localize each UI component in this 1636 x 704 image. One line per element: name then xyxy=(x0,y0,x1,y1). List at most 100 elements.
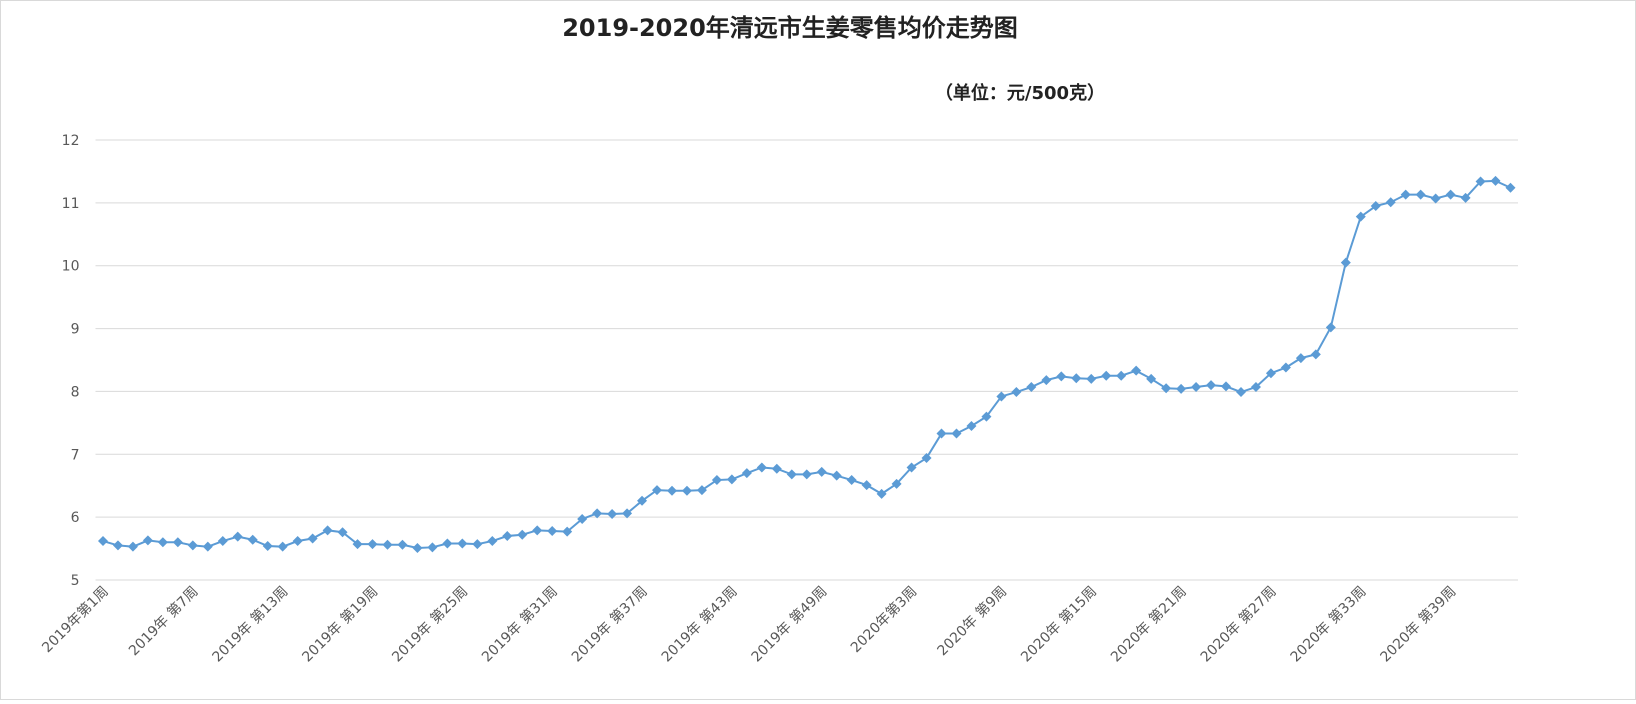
point-marker xyxy=(1041,375,1052,386)
point-marker xyxy=(711,475,722,486)
point-marker xyxy=(1370,201,1381,211)
point-marker xyxy=(292,536,303,547)
point-marker xyxy=(1445,189,1456,200)
point-marker xyxy=(1221,381,1232,392)
point-marker xyxy=(681,485,692,496)
point-marker xyxy=(607,509,618,519)
point-marker xyxy=(412,542,423,553)
point-marker xyxy=(1206,380,1217,391)
y-tick-label: 5 xyxy=(71,573,80,589)
chart-title: 2019-2020年清远市生姜零售均价走势图 xyxy=(562,14,1018,42)
point-marker xyxy=(562,526,573,537)
point-marker xyxy=(442,538,453,549)
point-marker xyxy=(202,541,213,552)
point-marker xyxy=(1505,182,1516,193)
point-marker xyxy=(816,466,827,477)
point-marker xyxy=(622,508,633,519)
point-marker xyxy=(187,540,198,551)
point-marker xyxy=(157,537,168,548)
y-tick-label: 7 xyxy=(71,447,80,463)
y-tick-label: 8 xyxy=(71,384,80,400)
point-marker xyxy=(1101,370,1112,381)
y-tick-label: 6 xyxy=(71,510,80,526)
point-marker xyxy=(876,488,887,499)
point-marker xyxy=(1026,382,1037,393)
point-marker xyxy=(217,536,228,547)
point-marker xyxy=(322,525,333,536)
point-marker xyxy=(846,475,857,486)
point-marker xyxy=(517,529,528,540)
point-marker xyxy=(502,531,513,541)
point-marker xyxy=(592,508,603,519)
point-marker xyxy=(891,478,902,489)
point-marker xyxy=(741,468,752,479)
point-marker xyxy=(1340,257,1351,268)
point-marker xyxy=(262,541,273,552)
point-marker xyxy=(637,495,648,506)
point-marker xyxy=(1280,362,1291,373)
point-marker xyxy=(97,536,108,547)
point-marker xyxy=(172,537,183,548)
point-marker xyxy=(1430,193,1441,204)
point-marker xyxy=(1475,176,1486,187)
y-tick-label: 11 xyxy=(62,196,80,212)
point-marker xyxy=(1071,373,1082,384)
point-marker xyxy=(367,539,378,550)
point-marker xyxy=(936,428,947,439)
chart-subtitle: （单位：元/500克） xyxy=(935,82,1105,104)
point-marker xyxy=(666,485,677,496)
point-marker xyxy=(786,469,797,480)
point-marker xyxy=(1250,382,1261,393)
y-tick-label: 10 xyxy=(62,259,80,275)
point-marker xyxy=(1056,371,1067,382)
point-marker xyxy=(397,539,408,550)
point-marker xyxy=(1385,197,1396,208)
point-marker xyxy=(547,525,558,536)
point-marker xyxy=(127,541,138,552)
point-marker xyxy=(1161,383,1172,394)
point-marker xyxy=(861,480,872,491)
point-marker xyxy=(1116,370,1127,381)
point-marker xyxy=(981,411,992,422)
point-marker xyxy=(1325,322,1336,333)
point-marker xyxy=(112,540,123,551)
point-marker xyxy=(232,531,243,542)
point-marker xyxy=(1310,349,1321,360)
point-marker xyxy=(771,463,782,474)
point-marker xyxy=(1295,353,1306,364)
point-marker xyxy=(726,474,737,485)
point-marker xyxy=(652,485,663,496)
point-marker xyxy=(352,539,363,550)
point-marker xyxy=(1490,175,1501,186)
point-marker xyxy=(1011,387,1022,398)
point-marker xyxy=(247,534,258,545)
point-marker xyxy=(577,514,588,525)
point-marker xyxy=(951,428,962,439)
point-marker xyxy=(801,469,812,480)
point-marker xyxy=(1400,189,1411,200)
point-marker xyxy=(1355,211,1366,222)
point-marker xyxy=(906,462,917,473)
point-marker xyxy=(756,462,767,473)
point-marker xyxy=(382,539,393,550)
point-marker xyxy=(1131,365,1142,376)
point-marker xyxy=(696,485,707,496)
point-marker xyxy=(1191,382,1202,393)
point-marker xyxy=(1146,373,1157,384)
point-marker xyxy=(1265,368,1276,379)
point-marker xyxy=(966,421,977,431)
y-tick-label: 12 xyxy=(62,133,80,149)
point-marker xyxy=(831,470,842,481)
point-marker xyxy=(996,391,1007,402)
point-marker xyxy=(427,542,438,553)
point-marker xyxy=(142,535,153,546)
point-marker xyxy=(1415,189,1426,200)
point-marker xyxy=(487,536,498,547)
point-marker xyxy=(277,541,288,552)
point-marker xyxy=(532,525,543,536)
point-marker xyxy=(337,527,348,538)
point-marker xyxy=(307,533,318,544)
point-marker xyxy=(1235,387,1246,398)
